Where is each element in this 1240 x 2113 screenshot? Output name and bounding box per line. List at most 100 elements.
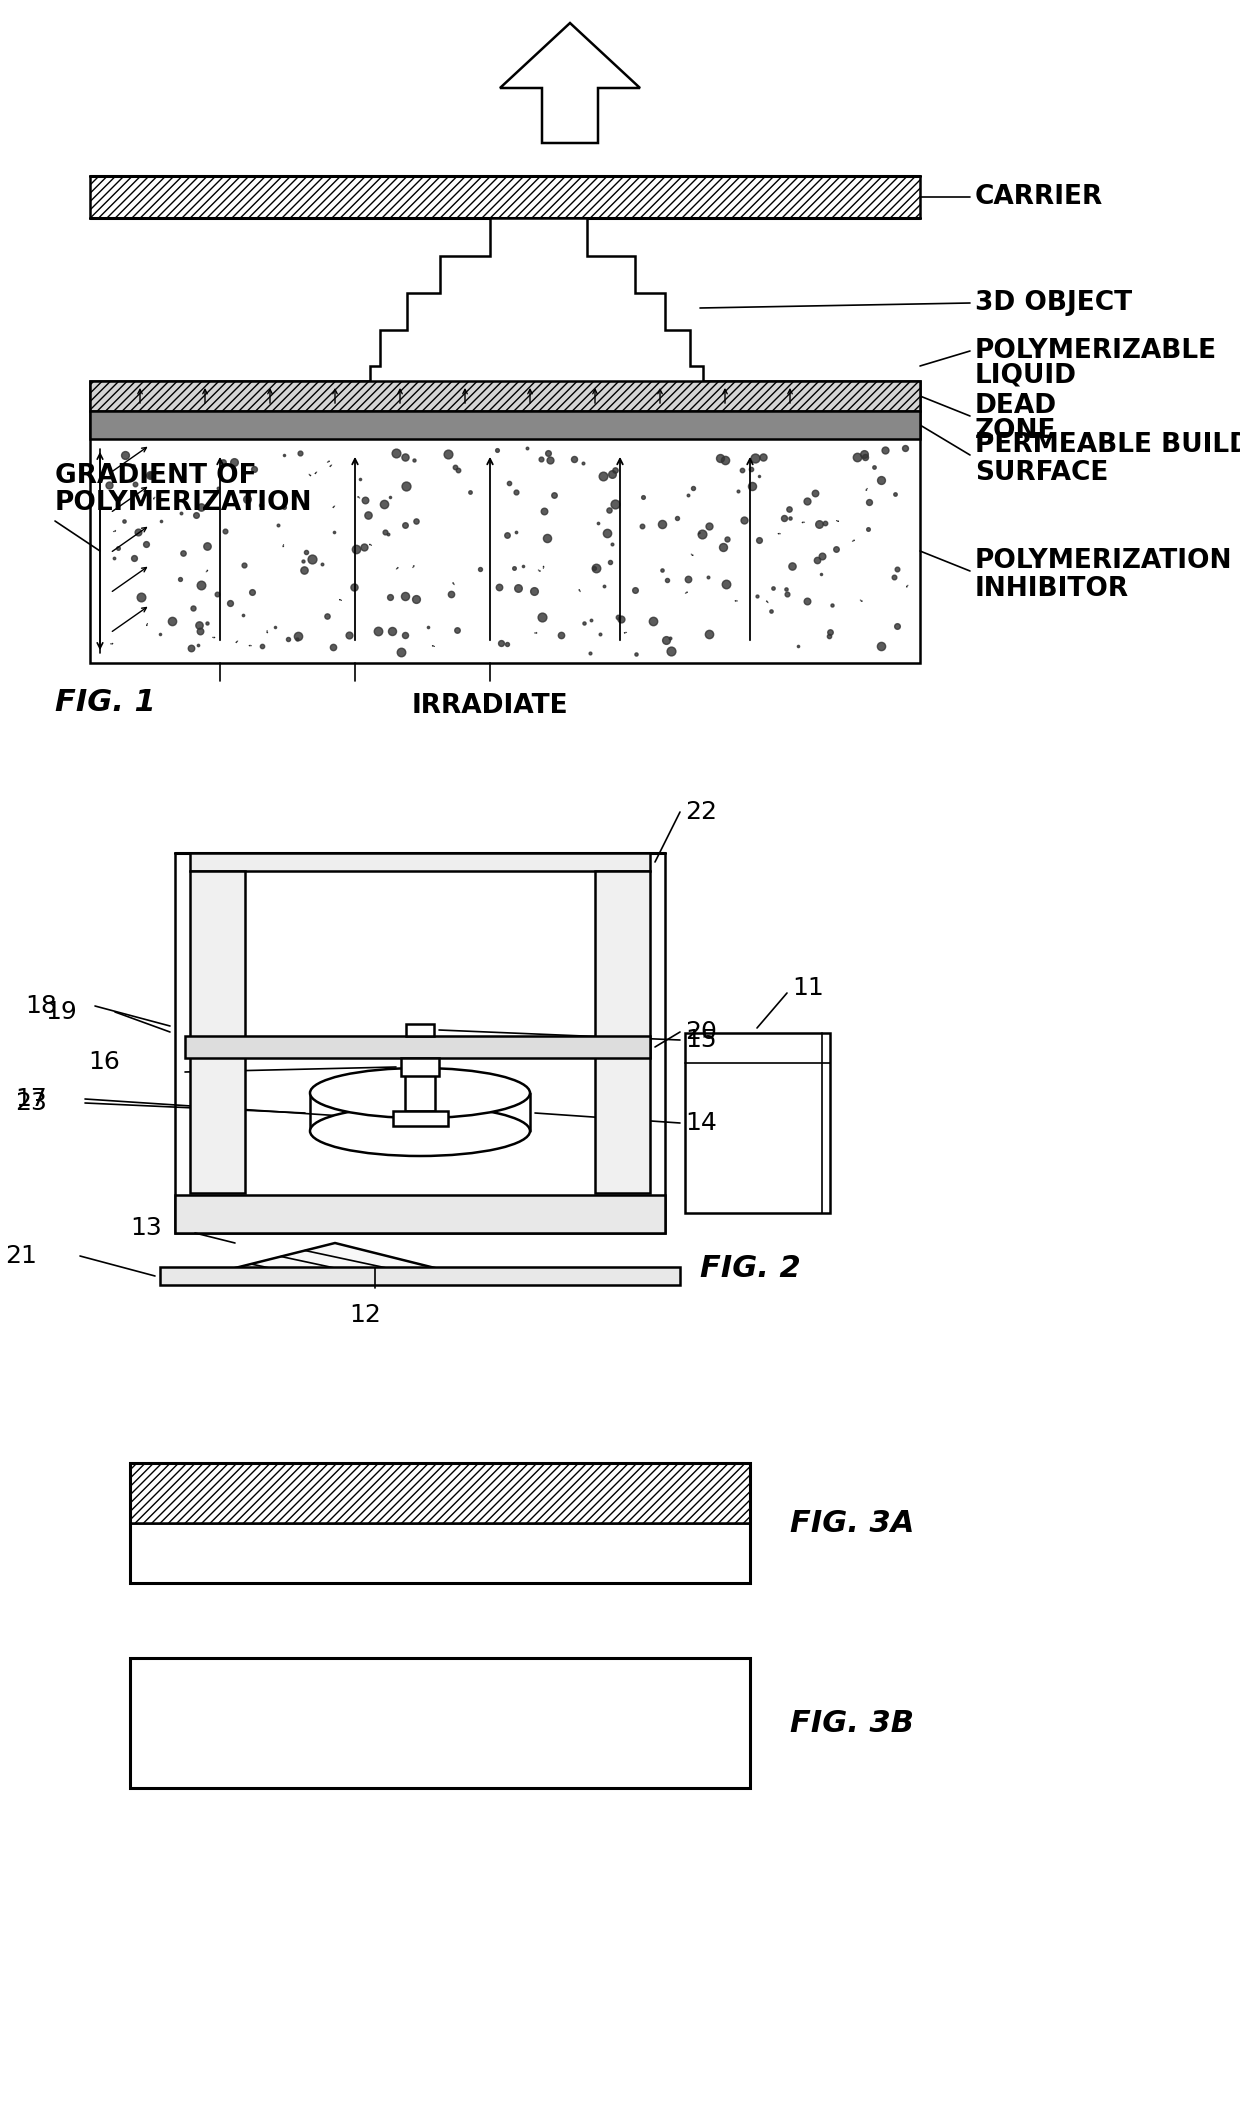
Text: 23: 23 [15, 1090, 47, 1116]
Text: 14: 14 [684, 1111, 717, 1135]
Text: FIG. 3B: FIG. 3B [790, 1709, 914, 1737]
Bar [175, 1196, 665, 1234]
Text: POLYMERIZATION: POLYMERIZATION [975, 547, 1233, 575]
Text: ,: , [108, 638, 122, 649]
Bar [91, 412, 920, 440]
Text: ,: , [308, 467, 317, 482]
Bar [469, 1726, 489, 1777]
Text: ,: , [849, 530, 862, 545]
Text: ,: , [329, 596, 342, 600]
Bar [190, 854, 650, 871]
Text: IRRADIATE: IRRADIATE [412, 693, 568, 718]
Text: 21: 21 [5, 1245, 37, 1268]
Text: ,: , [569, 581, 583, 594]
Text: ,: , [833, 520, 847, 524]
Text: ,: , [444, 573, 458, 585]
Text: ,: , [154, 492, 164, 505]
Bar [130, 1523, 750, 1583]
Bar [598, 1726, 619, 1777]
Text: FIG. 1: FIG. 1 [55, 689, 156, 716]
Text: 22: 22 [684, 801, 717, 824]
Bar [91, 175, 920, 218]
Text: ,: , [614, 628, 627, 638]
Text: ,: , [304, 471, 319, 482]
Bar [417, 1726, 438, 1777]
Text: ,: , [347, 490, 362, 499]
Text: ,: , [538, 556, 546, 571]
Bar [495, 1726, 515, 1777]
Bar [405, 1025, 434, 1035]
Text: ,: , [856, 598, 870, 606]
Bar [236, 1726, 257, 1777]
Bar [405, 1063, 435, 1111]
Bar [340, 1726, 360, 1777]
Text: ,: , [110, 522, 123, 535]
Text: 3D OBJECT: 3D OBJECT [975, 289, 1132, 317]
Text: INHIBITOR: INHIBITOR [975, 577, 1130, 602]
Text: ,: , [210, 634, 223, 640]
Bar [365, 1726, 386, 1777]
Text: ,: , [724, 596, 739, 604]
Text: ,: , [756, 594, 770, 604]
Text: ,: , [228, 636, 238, 651]
Bar [391, 1726, 412, 1777]
Bar [130, 1659, 750, 1707]
Text: ,: , [534, 568, 548, 575]
Text: ,: , [768, 528, 781, 537]
Bar [624, 1726, 644, 1777]
Bar [159, 1726, 179, 1777]
Bar [130, 1462, 750, 1583]
Text: 18: 18 [25, 993, 57, 1018]
Text: LIQUID: LIQUID [975, 363, 1078, 389]
Text: ,: , [687, 551, 701, 560]
Bar [160, 1268, 680, 1285]
Text: 15: 15 [684, 1029, 717, 1052]
Text: ,: , [238, 640, 253, 649]
Text: ,: , [358, 539, 373, 545]
Text: 13: 13 [130, 1215, 161, 1240]
Bar [190, 871, 246, 1194]
Bar [185, 1726, 205, 1777]
Bar [572, 1726, 593, 1777]
Text: ,: , [324, 452, 336, 465]
Text: 11: 11 [792, 976, 823, 999]
Text: ,: , [531, 628, 546, 636]
Bar [185, 1035, 650, 1059]
Text: POLYMERIZABLE: POLYMERIZABLE [975, 338, 1218, 363]
Text: GRADIENT OF: GRADIENT OF [55, 463, 257, 488]
Bar [590, 854, 645, 862]
Text: ,: , [203, 560, 213, 575]
Ellipse shape [310, 1105, 529, 1156]
Bar [91, 380, 920, 412]
Bar [130, 1462, 750, 1523]
Bar [133, 1726, 154, 1777]
Text: SURFACE: SURFACE [975, 461, 1109, 486]
Bar [130, 1659, 750, 1788]
Text: ,: , [143, 619, 148, 634]
Bar [595, 871, 650, 1194]
Bar [401, 1059, 439, 1076]
Text: ,: , [393, 558, 404, 573]
Bar [262, 1726, 283, 1777]
Text: 19: 19 [45, 999, 77, 1025]
Text: ,: , [262, 628, 272, 642]
Text: ,: , [410, 556, 417, 571]
Bar [684, 1033, 830, 1213]
Polygon shape [370, 218, 703, 404]
Text: ,: , [422, 642, 435, 647]
Bar [443, 1726, 464, 1777]
Text: 16: 16 [88, 1050, 120, 1073]
Text: ,: , [792, 518, 806, 528]
Text: CARRIER: CARRIER [975, 184, 1104, 209]
Text: ,: , [279, 541, 285, 556]
Bar [175, 854, 665, 1234]
Bar [546, 1726, 567, 1777]
Bar [393, 1111, 448, 1126]
Bar [727, 1726, 748, 1777]
Text: ,: , [682, 583, 694, 598]
Bar [288, 1726, 309, 1777]
Text: ,: , [321, 461, 332, 473]
Bar [701, 1726, 722, 1777]
Polygon shape [500, 23, 640, 144]
Text: POLYMERIZATION: POLYMERIZATION [55, 490, 312, 516]
